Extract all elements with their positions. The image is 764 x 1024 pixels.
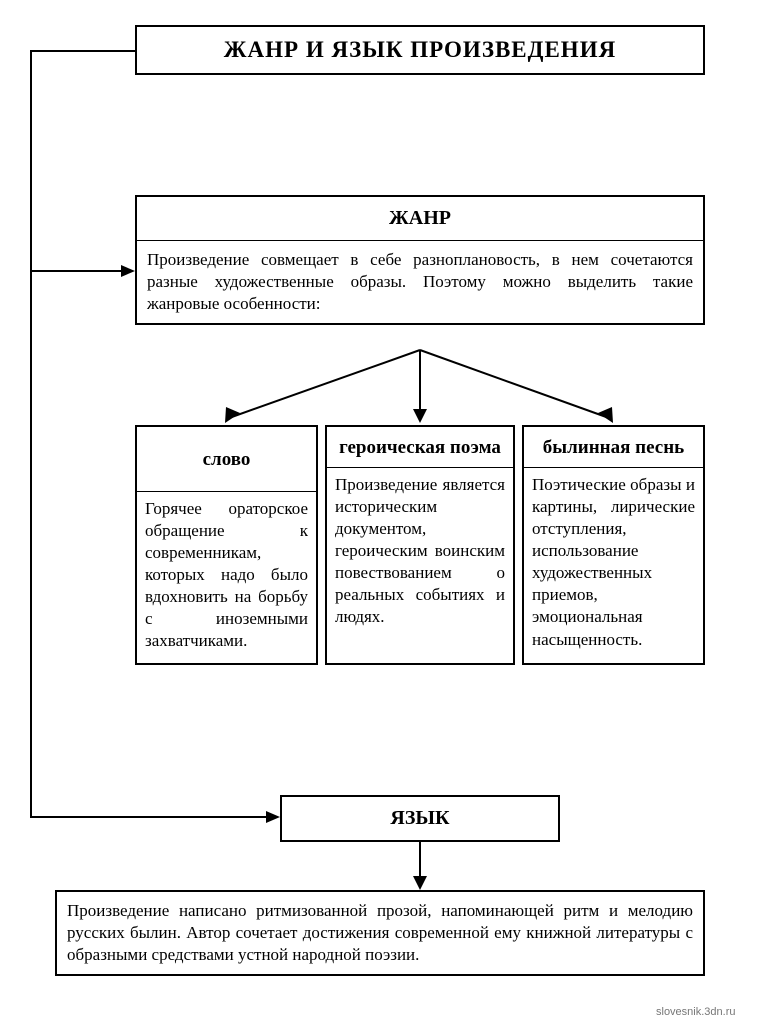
language-arrow-v: [0, 0, 764, 1024]
language-body-box: Произведение написано ритмизованной проз…: [55, 890, 705, 976]
watermark: slovesnik.3dn.ru: [656, 1006, 736, 1018]
language-body: Произведение написано ритмизованной проз…: [57, 892, 703, 974]
